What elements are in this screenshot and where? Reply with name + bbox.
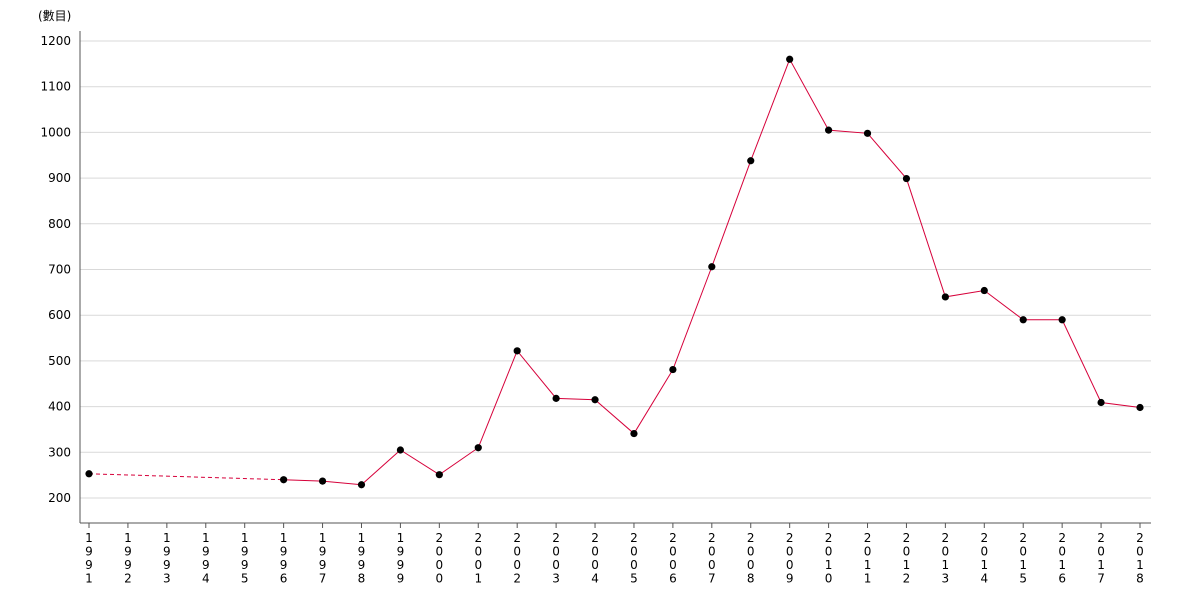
data-point-1991 — [85, 470, 93, 478]
data-point-1999 — [396, 446, 405, 454]
y-tick-label: 200 — [48, 491, 71, 505]
series-gap-dashed-line — [88, 473, 284, 481]
y-tick-label: 1000 — [40, 125, 71, 139]
data-point-2009 — [786, 55, 794, 63]
data-point-1997 — [318, 477, 327, 485]
data-point-2015 — [1019, 316, 1027, 324]
data-point-2008 — [747, 157, 755, 165]
data-point-2011 — [863, 129, 872, 137]
data-point-2012 — [902, 174, 911, 183]
data-point-2007 — [708, 263, 716, 271]
data-point-2013 — [941, 293, 949, 301]
y-tick-label: 500 — [48, 354, 71, 368]
data-point-2003 — [552, 394, 560, 402]
data-point-2014 — [980, 286, 988, 295]
y-tick-label: 600 — [48, 308, 71, 322]
data-point-1998 — [357, 481, 366, 489]
data-point-2001 — [474, 444, 482, 452]
data-point-2002 — [513, 347, 521, 355]
y-tick-label: 1100 — [40, 80, 71, 94]
data-point-2006 — [669, 365, 677, 374]
data-point-1996 — [280, 476, 288, 484]
y-tick-label: 800 — [48, 217, 71, 231]
data-point-2017 — [1097, 398, 1105, 407]
data-point-2018 — [1136, 403, 1144, 412]
y-tick-label: 900 — [48, 171, 71, 185]
y-tick-label: 700 — [48, 263, 71, 277]
y-axis-label: (數目) — [38, 9, 72, 23]
data-point-2004 — [591, 396, 599, 404]
data-point-2000 — [435, 471, 443, 479]
y-tick-label: 400 — [48, 400, 71, 414]
y-tick-label: 300 — [48, 445, 71, 459]
series-line — [283, 58, 1141, 486]
data-point-2016 — [1058, 316, 1066, 324]
data-point-2010 — [824, 126, 833, 134]
data-point-2005 — [630, 429, 638, 438]
y-tick-label: 1200 — [40, 34, 71, 48]
